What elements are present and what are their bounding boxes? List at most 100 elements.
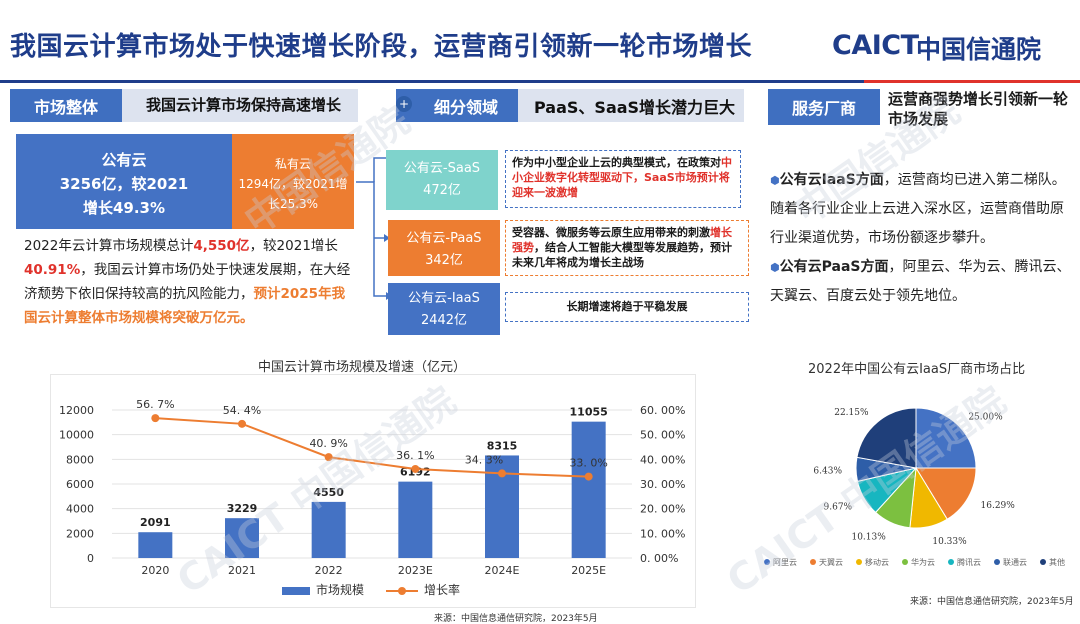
paas-box: 公有云-PaaS 342亿: [388, 220, 500, 276]
saas-box: 公有云-SaaS 472亿: [386, 150, 498, 210]
pie-value-label: 25.00%: [968, 413, 1003, 423]
x-tick-label: 2025E: [571, 564, 606, 577]
legend-label: 市场规模: [316, 582, 364, 597]
y-tick-label: 2000: [66, 527, 94, 540]
legend-label: 华为云: [911, 557, 935, 567]
summary-total: 4,550亿: [193, 238, 250, 254]
summary-growth: 40.91%: [24, 262, 81, 278]
legend-swatch: [994, 559, 1000, 565]
summary-part-c: ，较2021增长: [249, 238, 338, 254]
public-cloud-growth: 增长49.3%: [82, 199, 166, 217]
iaas-name: 公有云-IaaS: [408, 291, 480, 306]
pie-slice: [856, 407, 917, 469]
bar-value-label: 11055: [570, 406, 608, 419]
bar-chart-source: 来源：中国信息通信研究院，2023年5月: [434, 614, 598, 624]
growth-point: [238, 419, 246, 428]
bar-chart: 0 2000 4000 6000 8000 10000 12000 0. 00% 10. 00%…: [59, 398, 685, 597]
growth-label: 56. 7%: [136, 398, 174, 411]
growth-point: [324, 453, 333, 462]
growth-point: [411, 464, 420, 473]
y2-tick-label: 20. 00%: [640, 503, 685, 516]
y2-tick-label: 40. 00%: [640, 453, 685, 466]
section-heading-segments: PaaS、SaaS增长潜力巨大: [534, 98, 736, 117]
legend-label: 移动云: [865, 557, 889, 567]
growth-label: 33. 0%: [569, 457, 607, 470]
saas-note-b: 中小企业数字化转型驱动下，SaaS市场预计将迎来一波激增: [512, 156, 732, 199]
growth-label: 36. 1%: [396, 449, 434, 462]
bar-value-label: 2091: [140, 516, 171, 529]
bar: [138, 532, 173, 558]
legend-swatch: [856, 559, 862, 565]
y2-tick-label: 10. 00%: [640, 527, 685, 540]
paas-note-c: ，结合人工智能大模型等发展趋势，预计未来几年将成为增长主战场: [512, 241, 732, 269]
section-heading-vendors: 运营商强势增长引领新一轮市场发展: [888, 90, 1069, 128]
legend-swatch: [764, 559, 770, 565]
saas-note: 作为中小型企业上云的典型模式，在政策对中小企业数字化转型驱动下，SaaS市场预计…: [505, 150, 741, 208]
x-tick-label: 2020: [141, 564, 169, 577]
y2-tick-label: 30. 00%: [640, 478, 685, 491]
section-tab-vendors: 服务厂商: [768, 89, 880, 125]
saas-note-a: 作为中小型企业上云的典型模式，在政策对: [512, 156, 721, 169]
section-tab-segments: 细分领域: [396, 89, 518, 122]
header-divider: [0, 80, 1080, 83]
vendor-iaas-head: 公有云IaaS方面: [779, 172, 884, 188]
section-tab-bg: [122, 89, 358, 122]
bar: [571, 421, 606, 558]
pie-slice: [915, 467, 977, 520]
y-tick-label: 12000: [59, 404, 94, 417]
paas-name: 公有云-PaaS: [406, 231, 482, 246]
section-tab-bg: [518, 89, 744, 122]
section-tab-segments-label: 细分领域: [433, 97, 498, 117]
legend-swatch: [902, 559, 908, 565]
legend-swatch: [810, 559, 816, 565]
legend-label: 天翼云: [819, 558, 843, 567]
pie-value-label: 16.29%: [981, 501, 1016, 511]
bar: [225, 518, 259, 558]
y2-tick-label: 0. 00%: [640, 552, 678, 565]
vendor-paas-body: ，阿里云、华为云、腾讯云、天翼云、百度云处于领先地位。: [770, 259, 1071, 304]
x-tick-label: 2024E: [485, 564, 520, 577]
bar: [398, 481, 433, 558]
x-tick-label: 2023E: [398, 564, 433, 577]
y2-tick-label: 50. 00%: [640, 429, 685, 442]
bar-chart-frame: [50, 374, 696, 608]
bar-value-label: 4550: [313, 486, 344, 499]
legend-label: 其他: [1049, 557, 1065, 567]
pie-chart-source: 来源：中国信息通信研究院，2023年5月: [910, 597, 1074, 607]
pie-value-label: 9.67%: [824, 502, 853, 512]
x-tick-label: 2021: [228, 564, 256, 577]
saas-value: 472亿: [423, 183, 461, 198]
growth-point: [584, 472, 593, 481]
caict-logo: CAICT: [832, 30, 919, 61]
page-title: 我国云计算市场处于快速增长阶段，运营商引领新一轮市场增长: [10, 32, 753, 62]
private-cloud-box: 私有云 1294亿，较2021增 长25.3%: [232, 134, 354, 229]
cube-icon: ⬢: [770, 174, 780, 187]
legend-label: 增长率: [424, 582, 460, 597]
growth-label: 40. 9%: [309, 437, 347, 450]
summary-part-e: ，我国云计算市场仍处于快速发展期，在大经济颓势下依旧保持较高的抗风险能力，: [24, 262, 351, 302]
section-tab-market: 市场整体: [10, 89, 122, 122]
vendor-iaas-body: ，运营商均已进入第二梯队。随着各行业企业上云进入深水区，运营商借助原行业渠道优势…: [770, 172, 1066, 246]
y-tick-label: 10000: [59, 429, 94, 442]
bar-chart-title: 中国云计算市场规模及增速（亿元）: [258, 360, 467, 375]
market-summary-text: 2022年云计算市场规模总计4,550亿，较2021增长 40.91%，我国云计算…: [24, 234, 354, 330]
legend-swatch: [948, 559, 954, 565]
y-tick-label: 0: [87, 552, 94, 565]
public-cloud-box: 公有云 3256亿，较2021 增长49.3%: [16, 134, 232, 229]
private-cloud-label: 私有云: [274, 157, 311, 171]
private-cloud-growth: 长25.3%: [267, 197, 319, 211]
vendor-text: ⬢公有云IaaS方面，运营商均已进入第二梯队。随着各行业企业上云进入深水区，运营…: [770, 166, 1076, 311]
cube-icon: ⬢: [770, 261, 780, 274]
growth-point: [151, 414, 160, 423]
paas-note-a: 受容器、微服务等云原生应用带来的刺激: [512, 226, 710, 239]
pie-value-label: 22.15%: [834, 408, 869, 418]
bar-value-label: 8315: [487, 439, 518, 452]
x-tick-label: 2022: [315, 564, 343, 577]
pie-chart: 25.00% 16.29% 10.33% 10.13% 9.67% 6.43% 22.15%…: [764, 407, 1065, 567]
bar-value-label: 3229: [227, 502, 258, 515]
growth-label: 34. 3%: [465, 453, 503, 466]
public-cloud-label: 公有云: [101, 151, 147, 169]
pie-value-label: 10.33%: [932, 537, 967, 547]
legend-swatch-bar: [282, 587, 310, 595]
y2-tick-label: 60. 00%: [640, 404, 685, 417]
